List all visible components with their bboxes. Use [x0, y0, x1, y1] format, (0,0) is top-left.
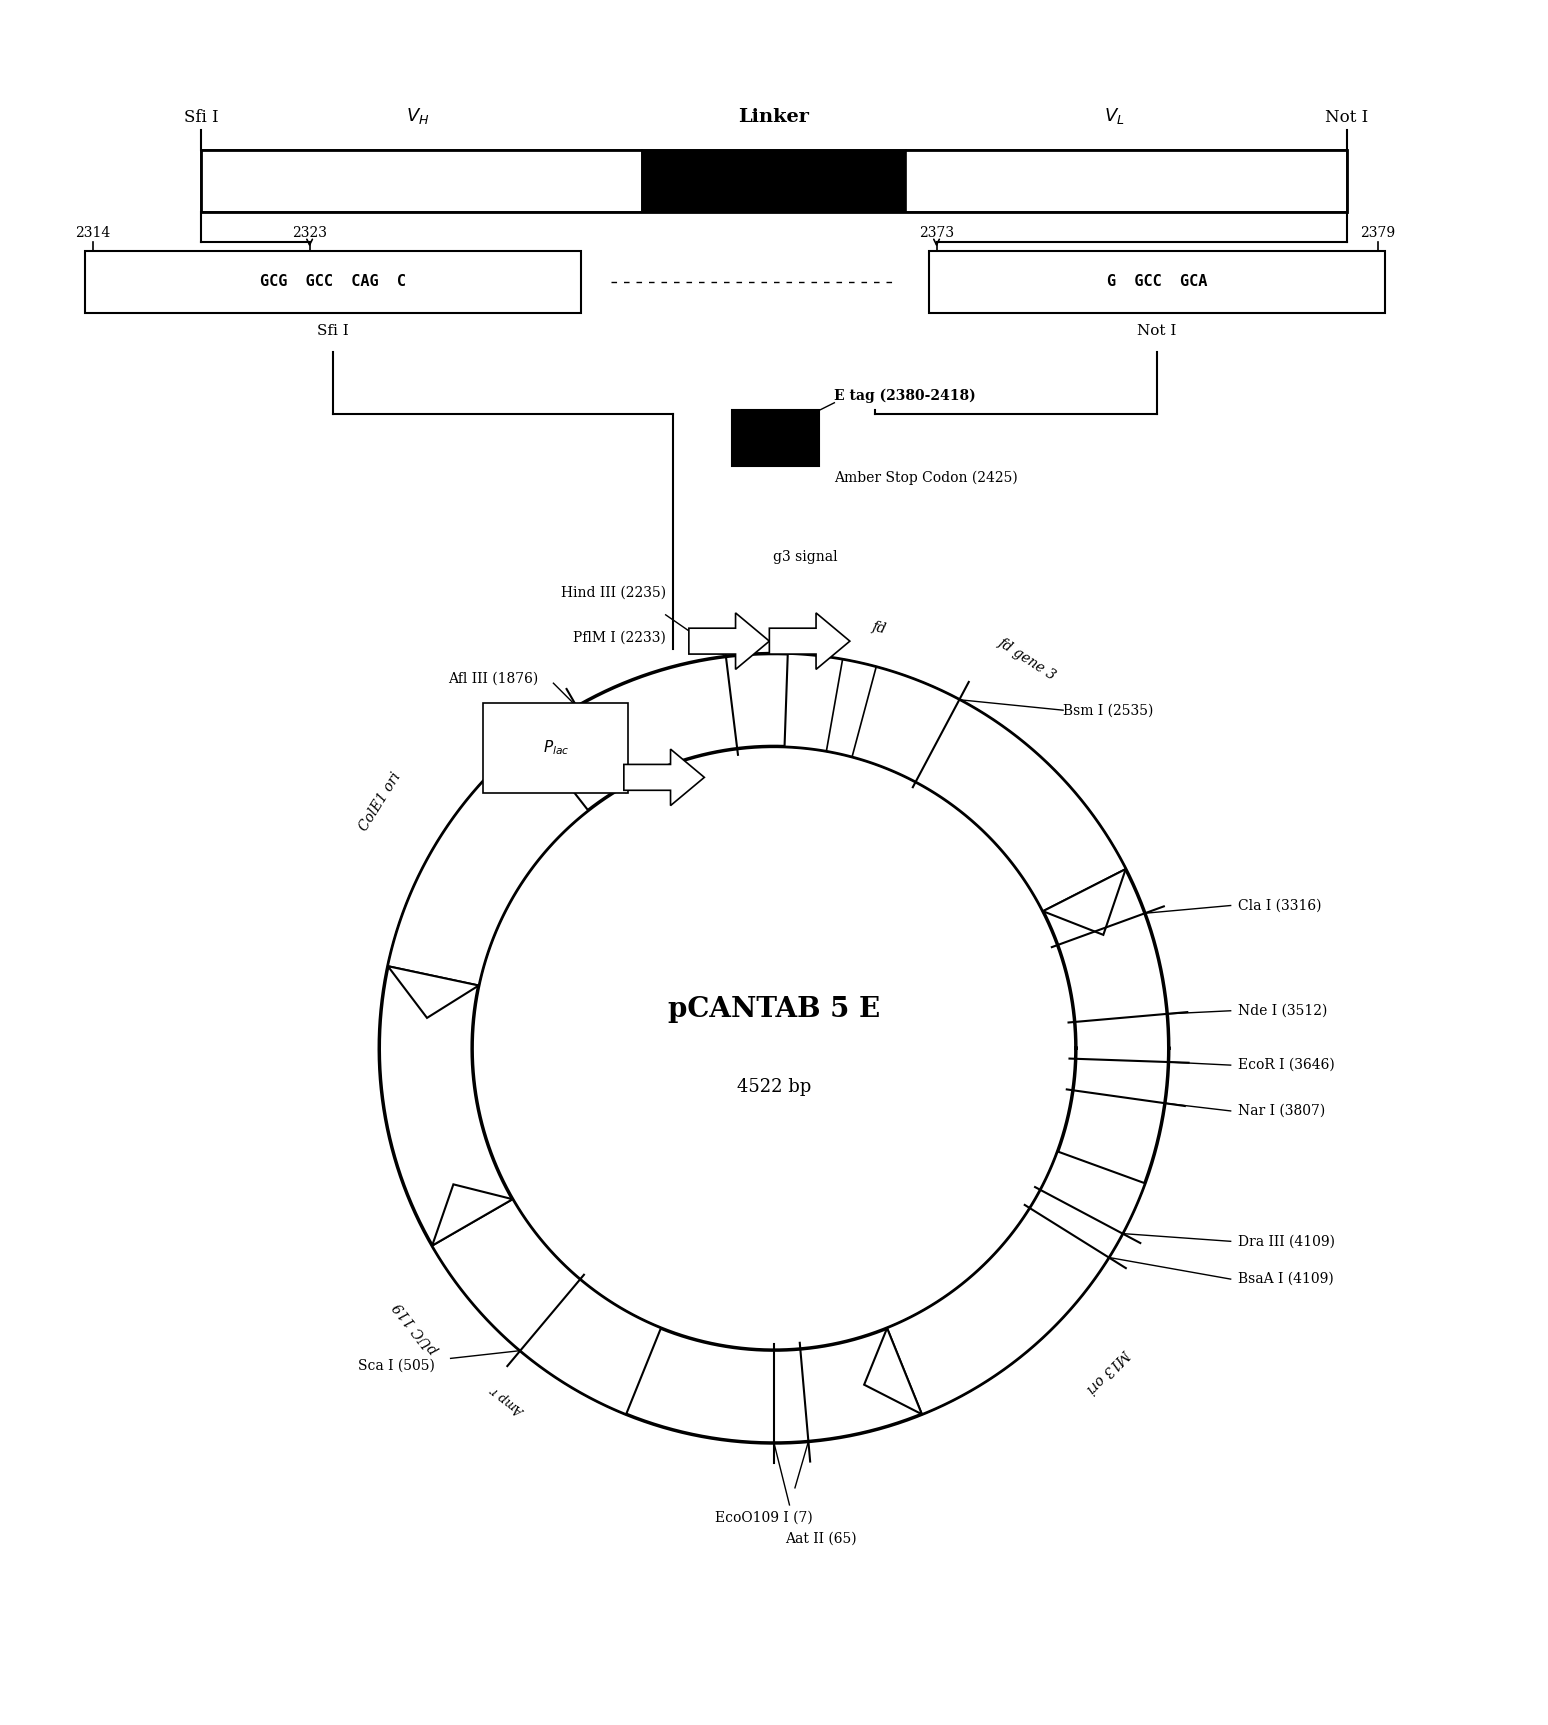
Text: 2314: 2314: [76, 226, 110, 240]
Text: Sca I (505): Sca I (505): [358, 1359, 435, 1373]
Text: Sfi I: Sfi I: [184, 109, 218, 126]
Text: 2323: 2323: [293, 226, 327, 240]
Polygon shape: [887, 1152, 1146, 1414]
Text: Nar I (3807): Nar I (3807): [1238, 1104, 1325, 1118]
Text: $P_{lac}$: $P_{lac}$: [542, 738, 570, 757]
Text: pCANTAB 5 E: pCANTAB 5 E: [667, 995, 881, 1023]
Polygon shape: [624, 749, 704, 806]
Bar: [642, 150, 906, 212]
Bar: [201, 150, 642, 212]
Text: Sfi I: Sfi I: [317, 324, 348, 338]
Text: ColE1 ori: ColE1 ori: [356, 771, 404, 833]
Text: GCG  GCC  CAG  C: GCG GCC CAG C: [260, 274, 406, 290]
Polygon shape: [864, 1328, 923, 1414]
Text: Afl III (1876): Afl III (1876): [447, 671, 539, 685]
Text: 2373: 2373: [920, 226, 954, 240]
Text: Bsm I (2535): Bsm I (2535): [1063, 704, 1153, 718]
Polygon shape: [785, 654, 1125, 911]
Bar: [85, 252, 580, 312]
Polygon shape: [689, 612, 769, 669]
Text: 2379: 2379: [1361, 226, 1395, 240]
Text: pUC 119: pUC 119: [392, 1299, 441, 1356]
Text: Linker: Linker: [738, 107, 810, 126]
Polygon shape: [769, 612, 850, 669]
Text: Amber Stop Codon (2425): Amber Stop Codon (2425): [834, 471, 1019, 485]
Text: M13 ori: M13 ori: [1084, 1346, 1133, 1396]
Polygon shape: [389, 737, 588, 985]
Text: Nde I (3512): Nde I (3512): [1238, 1004, 1328, 1018]
Text: Not I: Not I: [1325, 109, 1368, 126]
Text: $\mathit{V_L}$: $\mathit{V_L}$: [1104, 105, 1125, 126]
Text: BsaA I (4109): BsaA I (4109): [1238, 1271, 1334, 1287]
FancyBboxPatch shape: [483, 704, 628, 794]
Text: Amp r: Amp r: [489, 1383, 528, 1418]
Text: Aat II (65): Aat II (65): [785, 1532, 856, 1546]
Text: EcoR I (3646): EcoR I (3646): [1238, 1057, 1334, 1073]
Text: fd gene 3: fd gene 3: [995, 635, 1059, 683]
Text: g3 signal: g3 signal: [772, 550, 837, 564]
Text: fd: fd: [870, 619, 887, 637]
Text: Dra III (4109): Dra III (4109): [1238, 1235, 1336, 1249]
Bar: [906, 150, 1347, 212]
Text: EcoO109 I (7): EcoO109 I (7): [715, 1511, 813, 1525]
Polygon shape: [432, 1199, 661, 1414]
Text: $\mathit{V_H}$: $\mathit{V_H}$: [406, 105, 430, 126]
Bar: [906, 150, 1347, 212]
Text: PflM I (2233): PflM I (2233): [573, 630, 666, 645]
Bar: [201, 150, 642, 212]
Text: Hind III (2235): Hind III (2235): [560, 585, 666, 599]
Bar: [201, 150, 1347, 212]
Polygon shape: [389, 966, 478, 1018]
Bar: [732, 411, 819, 466]
Text: Cla I (3316): Cla I (3316): [1238, 899, 1322, 913]
Text: G  GCC  GCA: G GCC GCA: [1107, 274, 1207, 290]
Text: 4522 bp: 4522 bp: [737, 1078, 811, 1095]
Polygon shape: [1043, 869, 1125, 935]
Polygon shape: [432, 1185, 512, 1245]
Text: E tag (2380-2418): E tag (2380-2418): [834, 388, 977, 402]
Text: Not I: Not I: [1138, 324, 1176, 338]
Bar: [929, 252, 1385, 312]
